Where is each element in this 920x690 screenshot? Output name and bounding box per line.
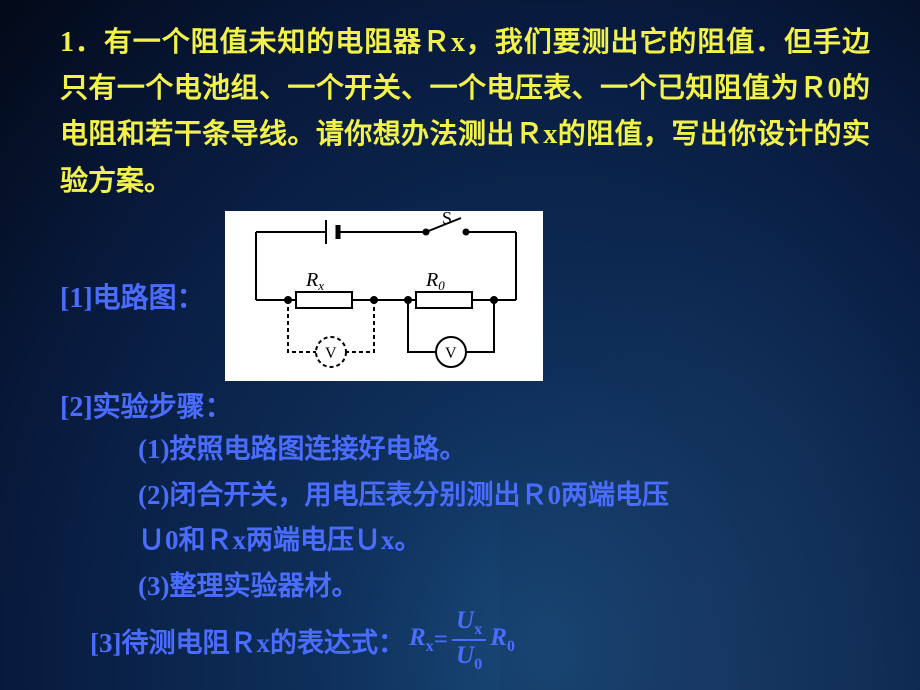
svg-text:V: V	[445, 345, 457, 362]
step-2b: Ｕ0和Ｒx两端电压Ｕx。	[138, 520, 870, 562]
svg-text:R0: R0	[425, 269, 445, 293]
circuit-diagram: S Rx R0 V V	[225, 211, 543, 381]
problem-text: 1．有一个阻值未知的电阻器Ｒx，我们要测出它的阻值．但手边只有一个电池组、一个开…	[60, 20, 870, 205]
step-3: (3)整理实验器材。	[138, 566, 870, 608]
step-2a: (2)闭合开关，用电压表分别测出Ｒ0两端电压	[138, 475, 870, 517]
svg-text:Rx: Rx	[305, 269, 324, 293]
expr-label: [3]待测电阻Ｒx的表达式：	[90, 621, 405, 660]
formula: Rx = Ux U0 R0	[409, 608, 515, 673]
step-1: (1)按照电路图连接好电路。	[138, 429, 870, 471]
steps-label: [2]实验步骤：	[60, 385, 870, 425]
svg-text:V: V	[325, 345, 337, 362]
switch-label: S	[442, 212, 452, 228]
circuit-label: [1]电路图：	[60, 276, 205, 316]
